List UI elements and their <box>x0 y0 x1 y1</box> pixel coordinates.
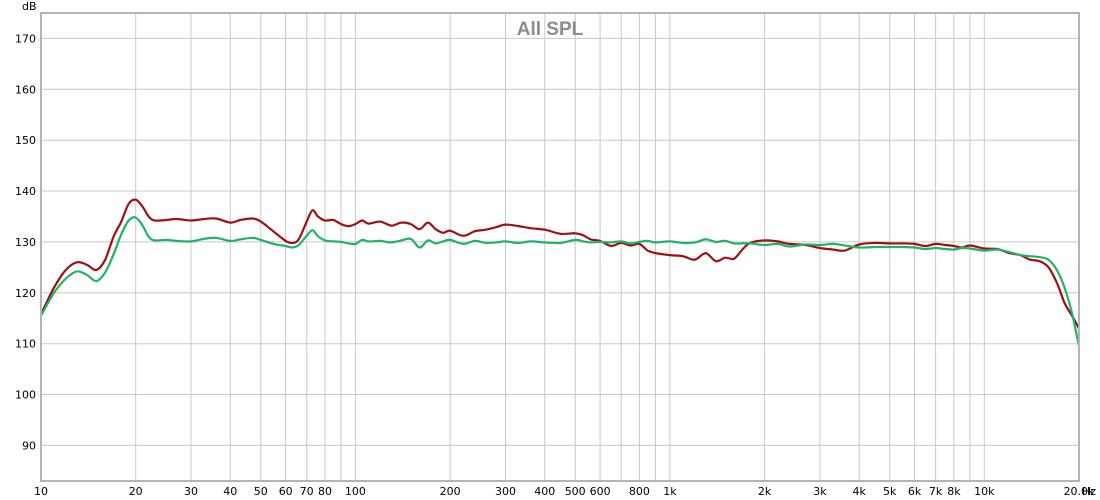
x-tick-label: 20 <box>129 485 143 498</box>
x-tick-label: 20.0k <box>1064 485 1095 498</box>
y-tick-label: 150 <box>15 134 36 147</box>
x-tick-label: 1k <box>663 485 677 498</box>
x-tick-label: 800 <box>629 485 650 498</box>
series-line-2 <box>40 216 1081 347</box>
plot-area <box>41 13 1079 481</box>
series-line-1 <box>40 198 1080 329</box>
x-tick-label: 200 <box>440 485 461 498</box>
x-tick-label: 80 <box>318 485 332 498</box>
y-tick-label: 100 <box>15 389 36 402</box>
y-tick-label: 170 <box>15 32 36 45</box>
x-tick-label: 2k <box>758 485 772 498</box>
plot-frame <box>40 12 1080 482</box>
y-tick-label: 130 <box>15 236 36 249</box>
y-axis-unit: dB <box>22 0 37 13</box>
x-tick-label: 5k <box>883 485 897 498</box>
x-tick-labels: 10 20 30 40 50 60 70 80 100 200 300 400 500 600 800 1k 2… <box>34 485 1095 498</box>
x-tick-label: 7k <box>929 485 943 498</box>
y-tick-label: 160 <box>15 83 36 96</box>
series-lines <box>40 198 1081 347</box>
x-tick-label: 40 <box>223 485 237 498</box>
x-tick-label: 100 <box>345 485 366 498</box>
y-tick-label: 120 <box>15 287 36 300</box>
x-tick-label: 600 <box>590 485 611 498</box>
x-tick-label: 70 <box>300 485 314 498</box>
x-tick-label: 4k <box>853 485 867 498</box>
x-tick-label: 400 <box>534 485 555 498</box>
x-tick-label: 10 <box>34 485 48 498</box>
x-tick-label: 50 <box>254 485 268 498</box>
chart-title: All SPL <box>517 19 584 40</box>
x-tick-label: 60 <box>279 485 293 498</box>
x-tick-label: 6k <box>908 485 922 498</box>
x-tick-label: 10k <box>974 485 995 498</box>
y-tick-label: 110 <box>15 338 36 351</box>
y-tick-label: 140 <box>15 185 36 198</box>
x-tick-label: 3k <box>813 485 827 498</box>
y-tick-label: 90 <box>22 439 36 452</box>
y-tick-labels: 90 100 110 120 130 140 150 160 170 <box>15 32 36 452</box>
x-axis-unit: Hz <box>1082 485 1096 498</box>
x-tick-label: 8k <box>947 485 961 498</box>
x-tick-label: 500 <box>565 485 586 498</box>
x-tick-label: 30 <box>184 485 198 498</box>
x-tick-label: 300 <box>495 485 516 498</box>
